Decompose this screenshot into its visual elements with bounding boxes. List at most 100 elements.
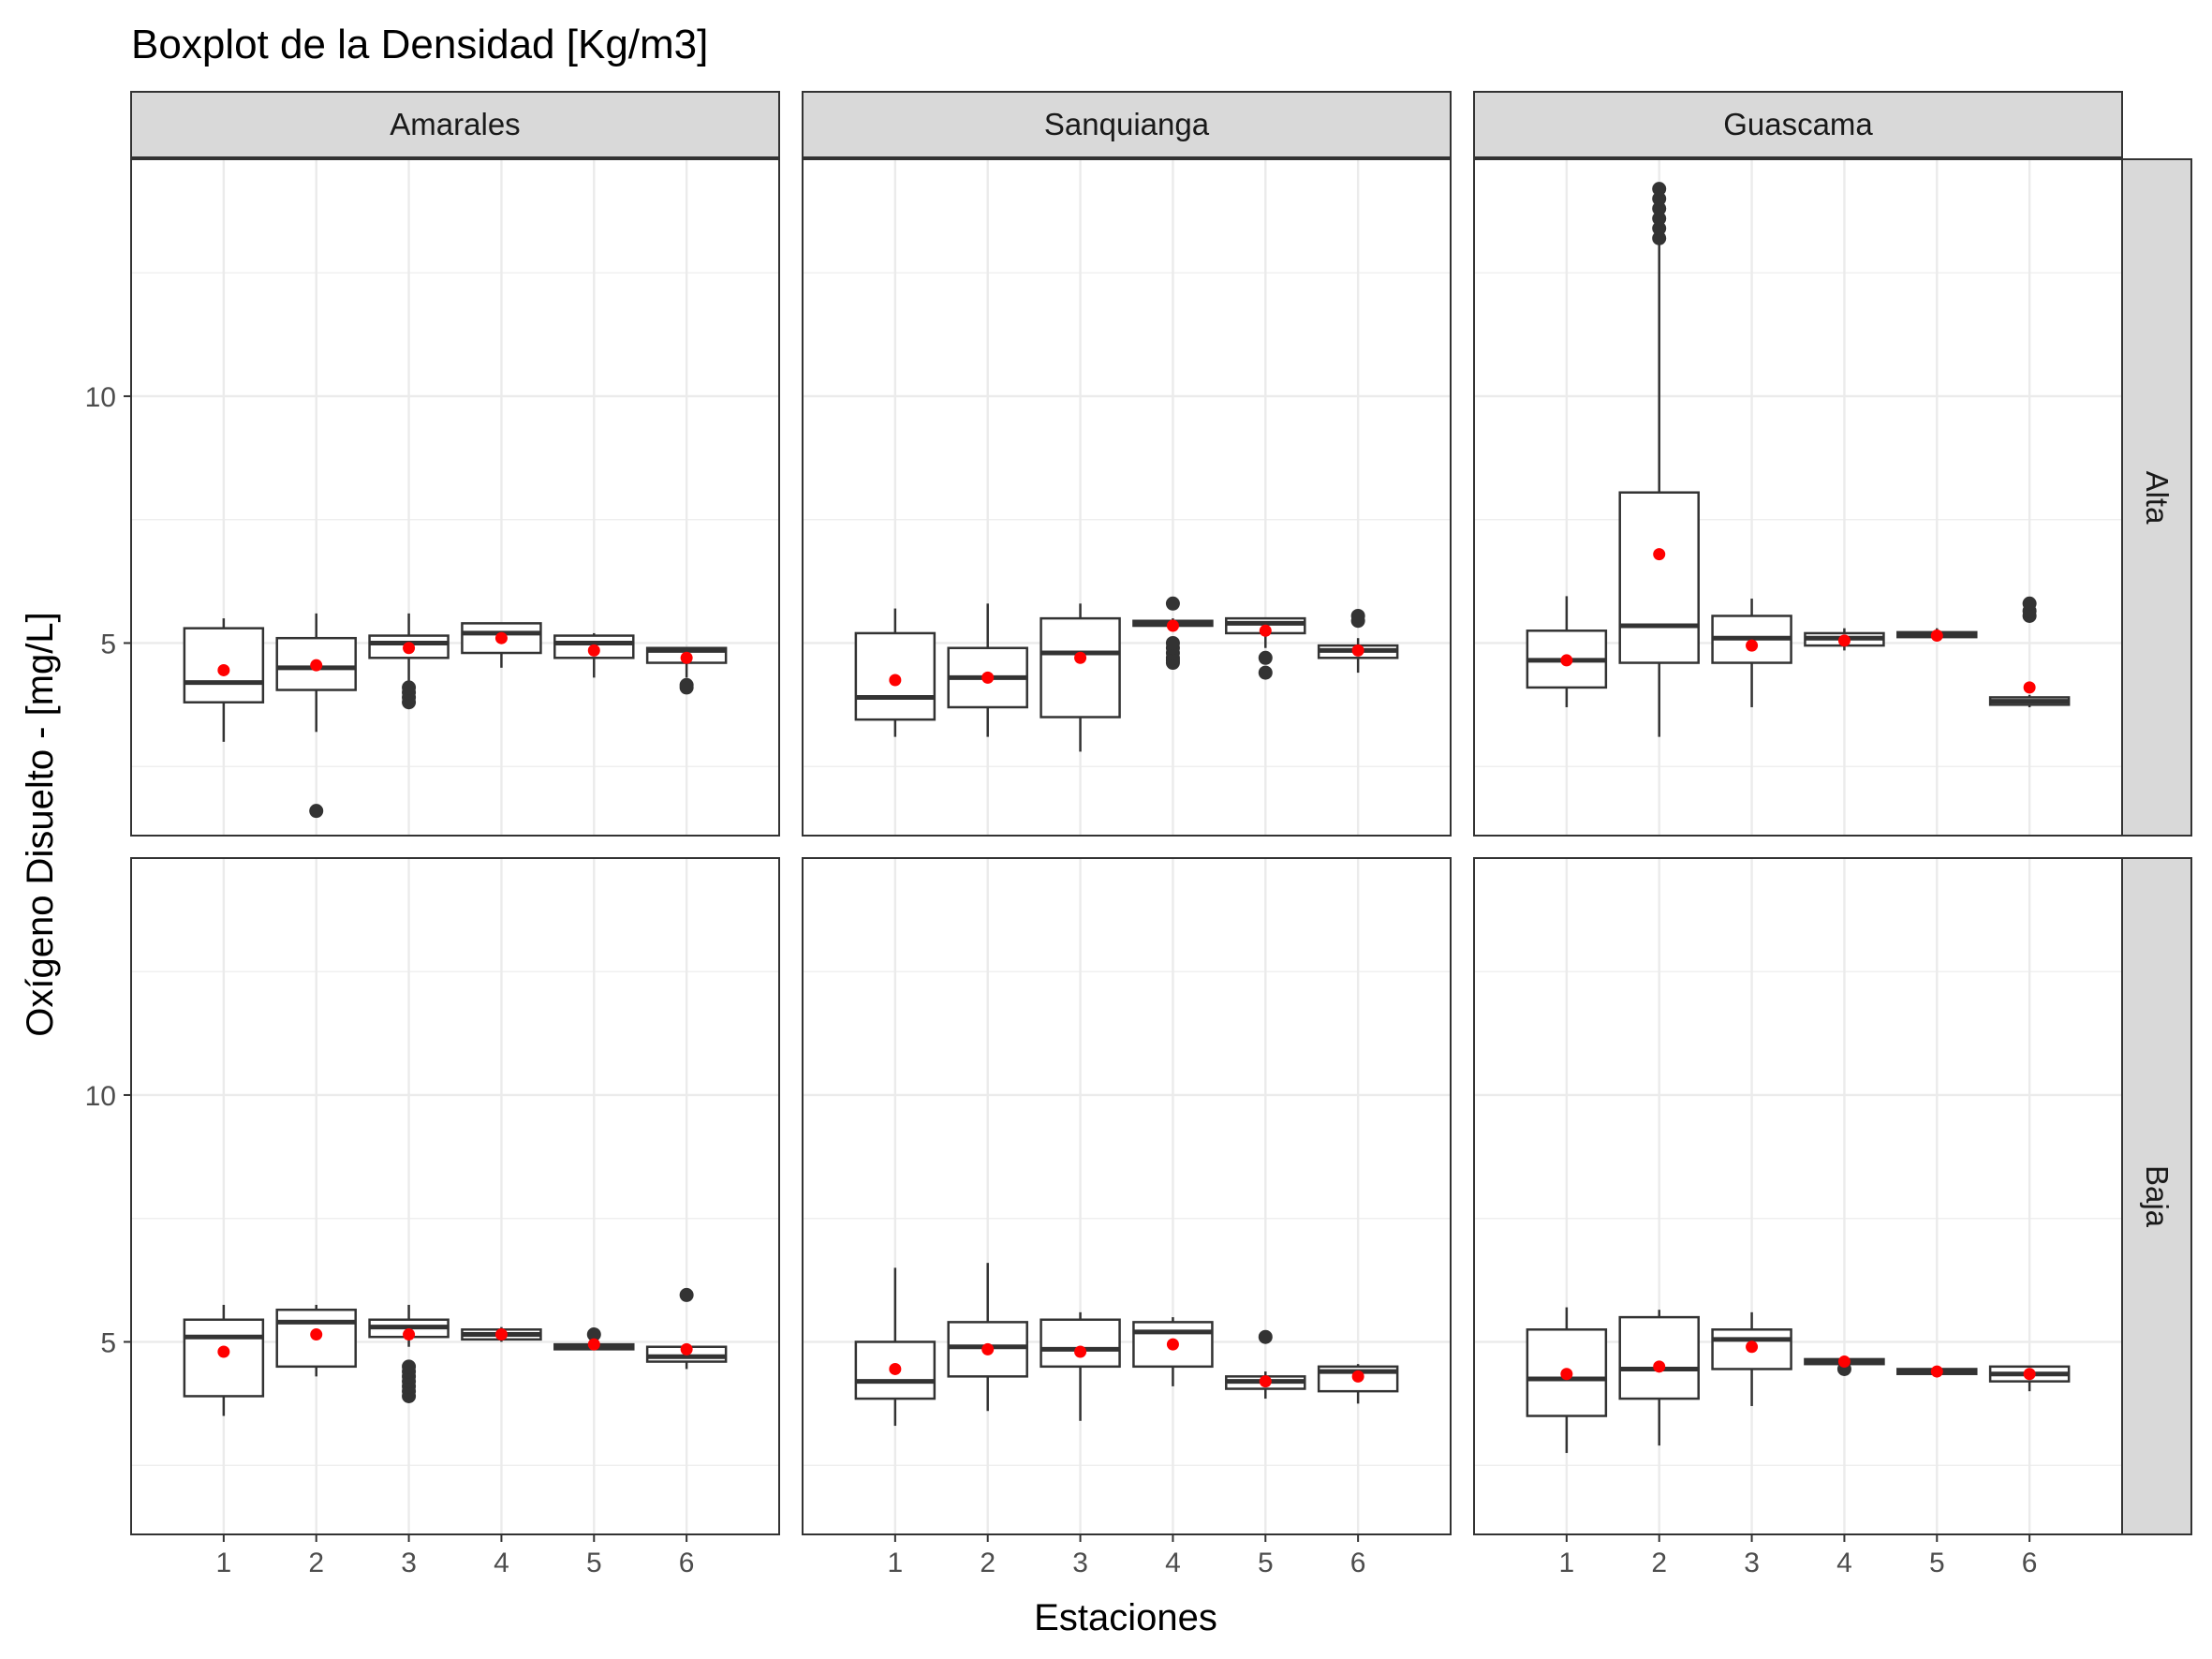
x-tick-label: 2 [980,1548,995,1578]
mean-point [1837,634,1851,647]
outlier-point [1350,608,1365,623]
panel-border [130,857,780,1535]
box-station-1 [1526,596,1608,707]
mean-point [1166,1338,1179,1351]
outlier-point [309,804,324,819]
box-station-2 [1618,1310,1700,1446]
outlier-point [1652,230,1667,245]
mean-point [403,1328,416,1341]
box-station-4 [461,622,542,668]
box-station-6 [1317,1364,1399,1404]
mean-point [494,631,508,644]
x-tick-label: 5 [586,1548,602,1578]
x-tick-label: 4 [1836,1548,1852,1578]
box-station-4 [1132,596,1214,671]
facet-label-amarales: Amarales [390,107,520,141]
mean-point [310,1328,323,1341]
boxes-amarales-alta [183,613,728,819]
mean-point [1259,1375,1272,1388]
box-station-4 [461,1326,542,1342]
facet-strip-sanquianga [802,91,1452,158]
panel-sanquianga-alta [803,159,1451,836]
box-station-4 [1132,1317,1214,1386]
box-station-4 [1804,1355,1885,1376]
outlier-point [1652,191,1667,206]
mean-point [1837,1355,1851,1369]
box-iqr [1618,491,1700,664]
x-tick-label: 2 [1651,1548,1667,1578]
box-iqr [1040,1318,1121,1369]
panel-border [1473,857,2123,1535]
box-iqr [854,1341,936,1400]
x-tick-label: 6 [679,1548,695,1578]
mean-point [1560,654,1573,667]
box-station-3 [1040,603,1121,752]
mean-point [1351,644,1364,657]
mean-point [680,651,693,664]
mean-point [680,1342,693,1355]
box-station-5 [1896,1365,1978,1378]
y-tick-label: 10 [85,382,116,413]
x-tick-label: 3 [1744,1548,1760,1578]
mean-point [1074,1345,1087,1358]
box-station-6 [1317,608,1399,674]
mean-point [1259,624,1272,637]
facet-strip-baja [2121,857,2192,1535]
box-station-3 [368,1304,450,1403]
box-station-1 [183,1304,265,1416]
mean-point [889,1362,902,1375]
outlier-point [1258,650,1273,665]
panel-sanquianga-baja [803,858,1451,1534]
outlier-point [1258,665,1273,680]
boxes-guascama-baja [1526,1307,2071,1454]
box-station-3 [1040,1311,1121,1421]
mean-point [1653,548,1666,561]
outlier-point [1652,211,1667,226]
outlier-point [1652,182,1667,197]
x-tick-label: 6 [1350,1548,1366,1578]
x-axis-title: Estaciones [1034,1597,1217,1638]
x-tick-label: 6 [2022,1548,2038,1578]
box-station-3 [1711,599,1792,707]
x-tick-label: 1 [216,1548,232,1578]
mean-point [1653,1360,1666,1373]
boxes-amarales-baja [183,1287,728,1416]
mean-point [217,663,230,676]
mean-point [217,1345,230,1358]
facet-strip-guascama [1473,91,2123,158]
outlier-point [1165,596,1180,611]
outlier-point [1652,221,1667,236]
box-iqr [461,622,542,655]
chart-title: Boxplot de la Densidad [Kg/m3] [131,22,708,67]
boxes-sanquianga-baja [854,1263,1399,1427]
box-iqr [1040,616,1121,718]
box-station-2 [275,1304,357,1377]
y-axis-title: Oxígeno Disuelto - [mg/L] [20,612,61,1037]
mean-point [1166,619,1179,632]
facet-strip-alta [2121,158,2192,837]
mean-point [2023,1368,2036,1381]
panel-guascama-baja [1474,858,2122,1534]
box-station-6 [645,1287,728,1370]
panel-border [802,158,1452,837]
boxes-sanquianga-alta [854,596,1399,752]
outlier-point [679,677,694,692]
x-tick-label: 4 [494,1548,509,1578]
outlier-point [1165,635,1180,650]
facet-label-guascama: Guascama [1723,107,1873,141]
mean-point [1351,1370,1364,1383]
box-station-2 [1618,182,1700,737]
mean-point [587,1338,600,1351]
panel-background [1474,858,2122,1534]
mean-point [981,671,995,684]
facet-label-sanquianga: Sanquianga [1044,107,1210,141]
box-station-1 [1526,1307,1608,1454]
panel-background [131,159,779,836]
mean-point [310,659,323,672]
mean-point [494,1328,508,1341]
outlier-point [402,680,417,695]
box-station-1 [854,1267,936,1427]
box-station-5 [1896,628,1978,643]
mean-point [403,642,416,655]
